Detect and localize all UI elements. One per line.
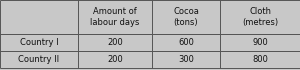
Bar	[78, 0, 152, 34]
Text: 600: 600	[178, 38, 194, 47]
Bar	[0, 51, 78, 68]
Bar	[0, 0, 78, 34]
Bar	[220, 51, 300, 68]
Text: 800: 800	[252, 55, 268, 64]
Bar	[0, 34, 78, 51]
Text: Country II: Country II	[18, 55, 60, 64]
Bar	[152, 0, 220, 34]
Text: 200: 200	[107, 55, 123, 64]
Text: Amount of
labour days: Amount of labour days	[90, 7, 140, 27]
Bar	[152, 34, 220, 51]
Text: 300: 300	[178, 55, 194, 64]
Text: Cocoa
(tons): Cocoa (tons)	[173, 7, 199, 27]
Bar	[78, 51, 152, 68]
Text: Country I: Country I	[20, 38, 58, 47]
Text: Cloth
(metres): Cloth (metres)	[242, 7, 278, 27]
Bar	[78, 34, 152, 51]
Text: 900: 900	[252, 38, 268, 47]
Bar	[152, 51, 220, 68]
Bar	[220, 34, 300, 51]
Text: 200: 200	[107, 38, 123, 47]
Bar	[220, 0, 300, 34]
